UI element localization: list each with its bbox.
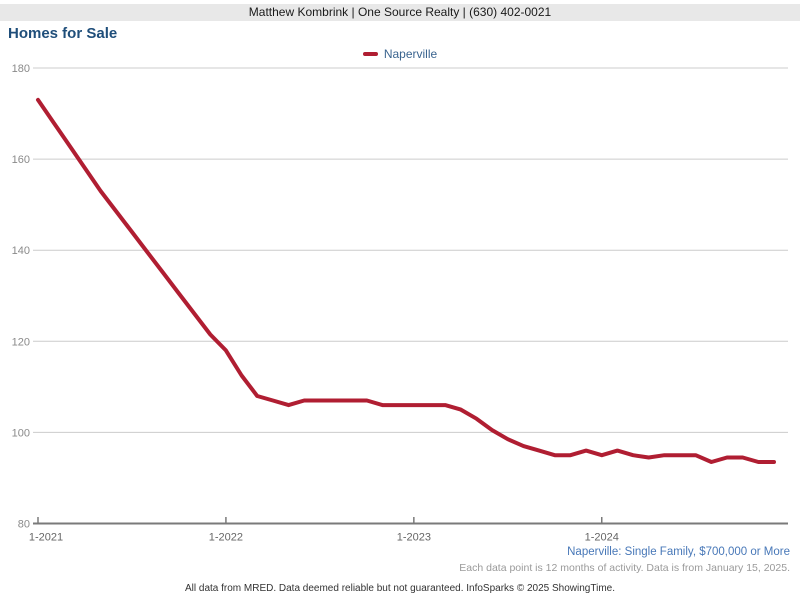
disclaimer-text: All data from MRED. Data deemed reliable… (184, 583, 615, 594)
y-tick-label: 120 (12, 336, 30, 348)
series-line-naperville (36, 97, 776, 464)
data-note-text: Each data point is 12 months of activity… (459, 562, 790, 574)
y-tick-label: 160 (12, 154, 30, 166)
page-title: Homes for Sale (8, 25, 118, 42)
header-bar: Matthew Kombrink | One Source Realty | (… (0, 4, 800, 21)
header-text: Matthew Kombrink | One Source Realty | (… (248, 5, 552, 19)
legend-label: Naperville (383, 47, 438, 61)
x-tick-label: 1-2023 (397, 532, 431, 544)
x-tick-label: 1-2024 (585, 532, 619, 544)
segment-criteria-text: Naperville: Single Family, $700,000 or M… (567, 546, 790, 558)
legend-line-swatch-icon (362, 52, 378, 56)
y-tick-label: 80 (18, 519, 30, 531)
y-tick-label: 100 (12, 427, 30, 439)
y-tick-label: 180 (12, 63, 30, 75)
chart-legend: Naperville (0, 47, 800, 61)
x-tick-label: 1-2021 (29, 532, 63, 544)
x-tick-label: 1-2022 (209, 532, 243, 544)
y-tick-label: 140 (12, 245, 30, 257)
